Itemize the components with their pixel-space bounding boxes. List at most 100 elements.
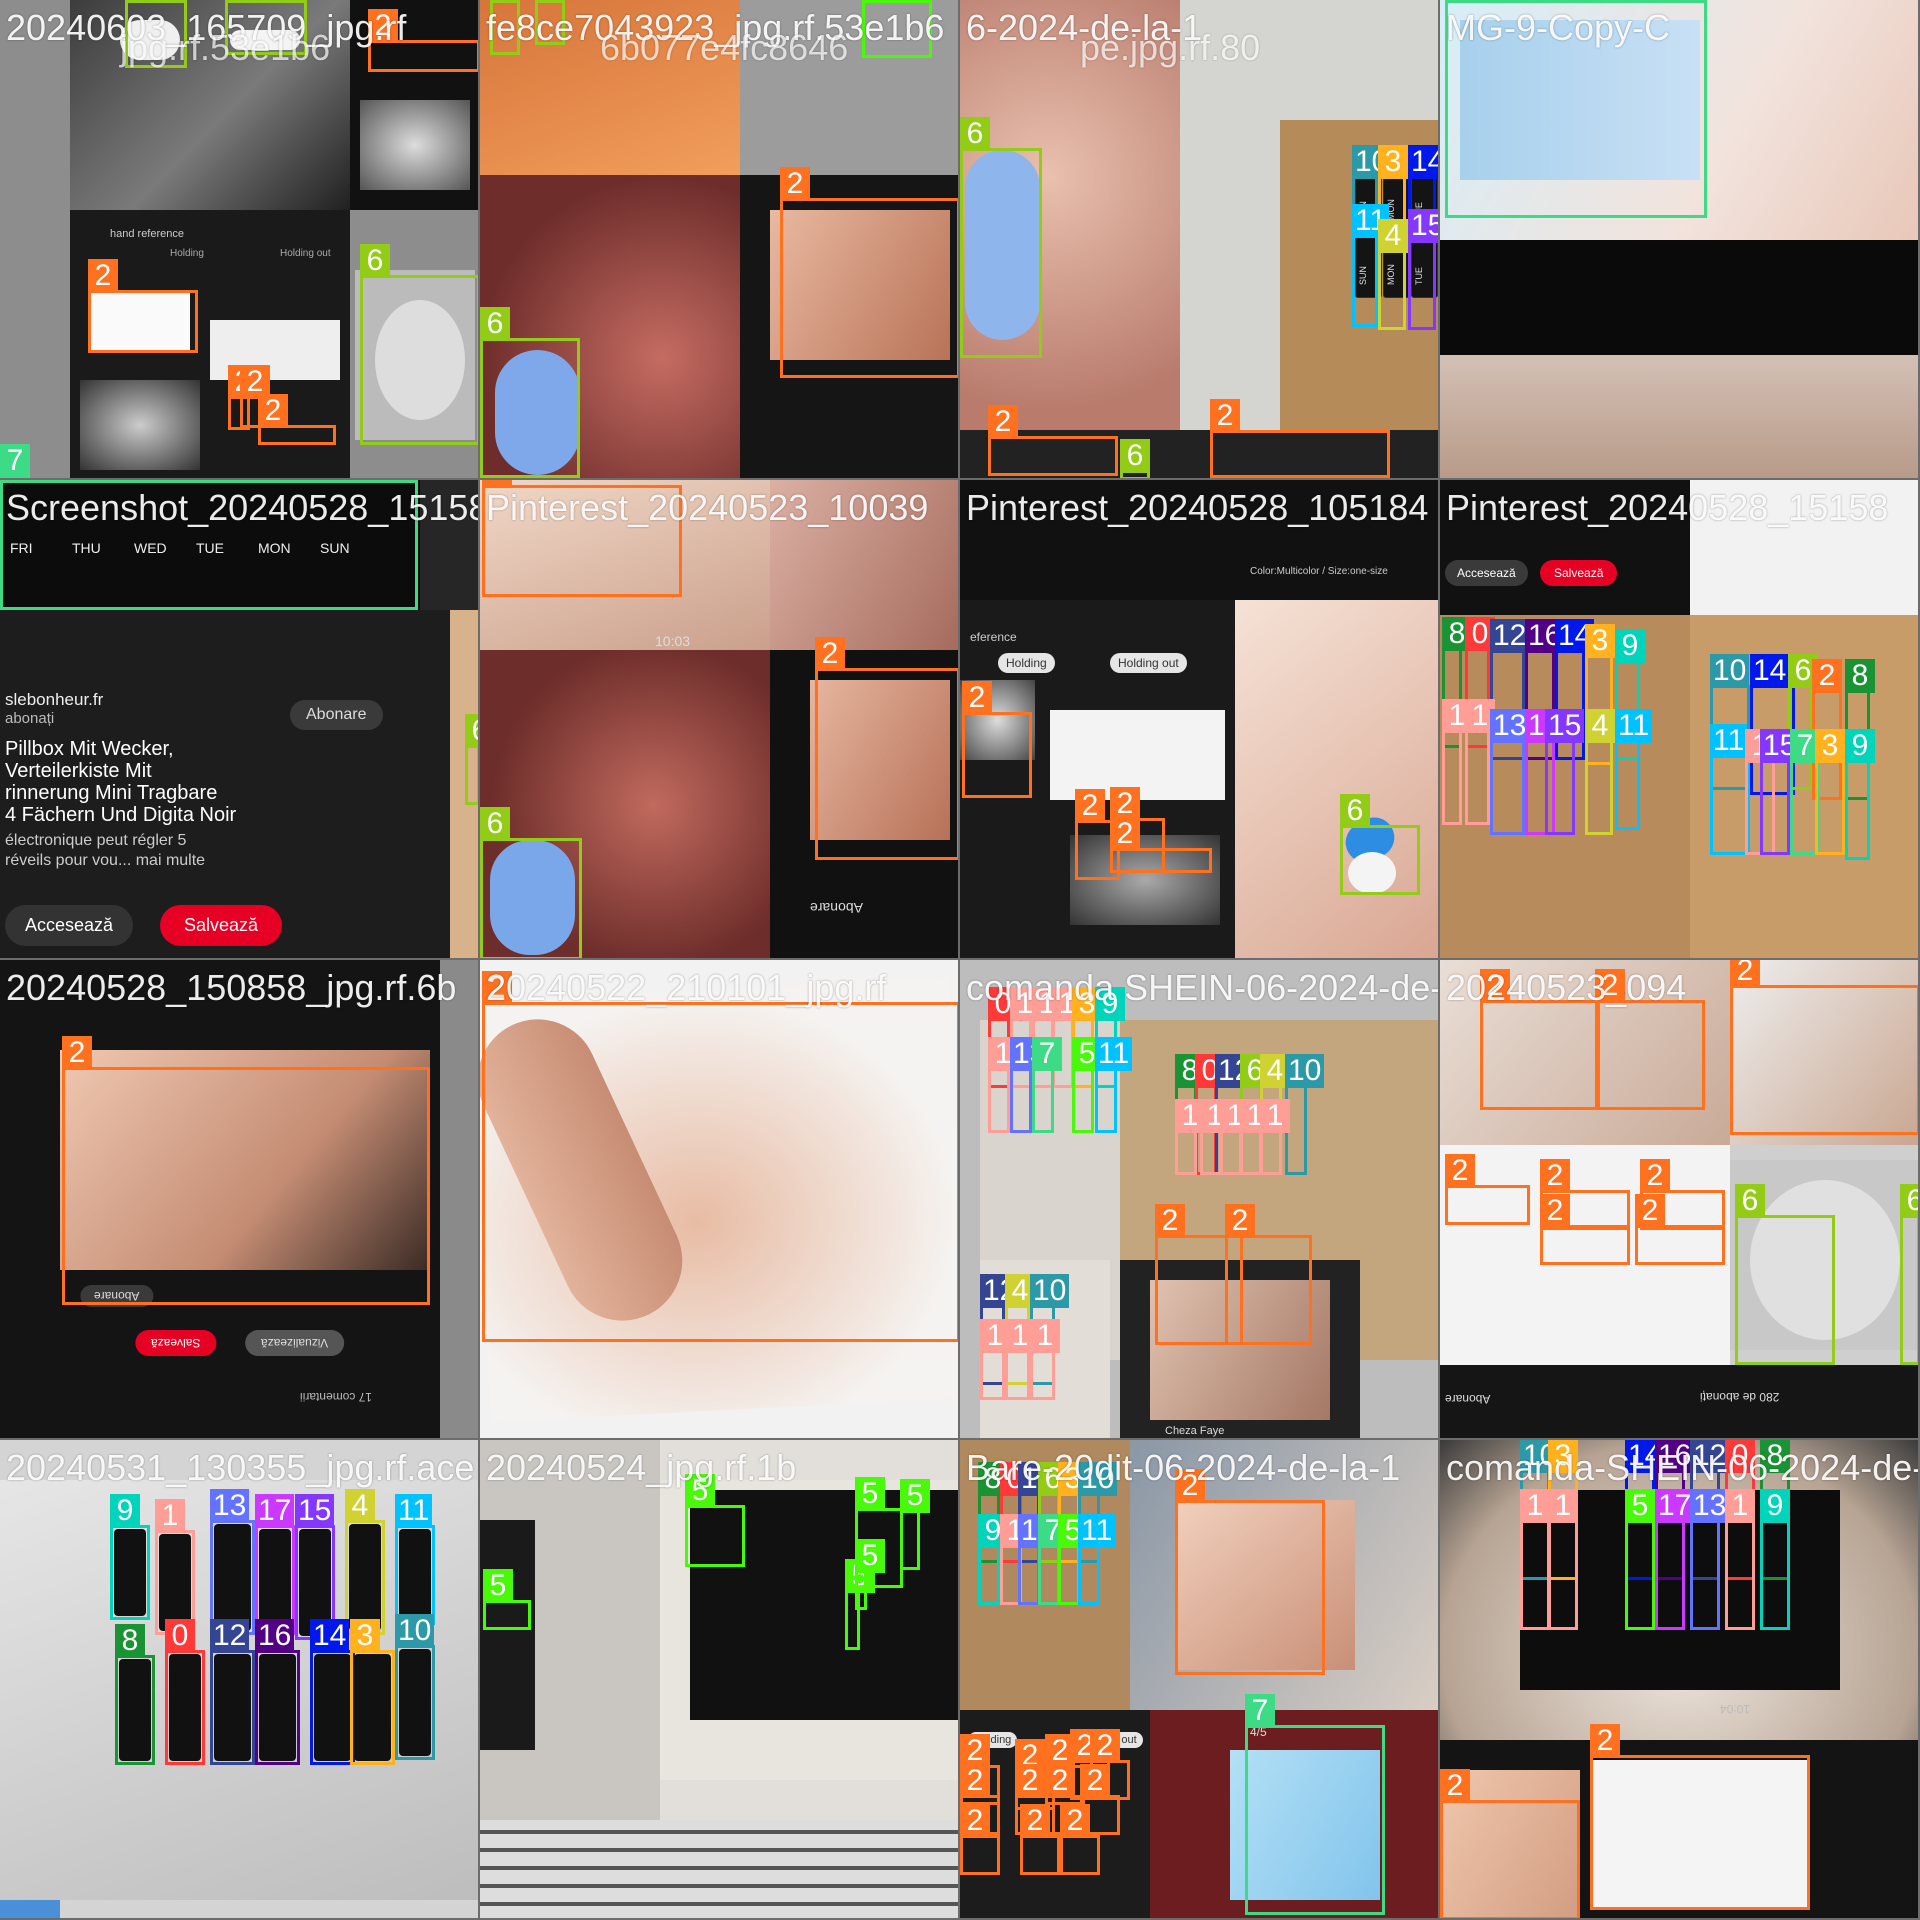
mosaic-tile-15: Bare-20dit-06-2024-de-la-1HoldingHolding… xyxy=(960,1440,1440,1920)
detection-box-class-11: 11 xyxy=(1352,204,1390,327)
phone-top-area xyxy=(960,480,1438,600)
detection-label-class-9: 9 xyxy=(1760,1489,1790,1523)
detection-label-class-2: 2 xyxy=(780,167,810,201)
detection-label-class-12: 12 xyxy=(1690,1440,1730,1473)
pillbox-day-label: TUE xyxy=(196,540,224,556)
detection-box-class-15: 15 xyxy=(1408,209,1438,330)
screen-text: Verteilerkiste Mit xyxy=(5,760,152,782)
detection-box-class-6: 6 xyxy=(480,307,580,478)
detection-box-class-6: 6 xyxy=(1735,1184,1835,1365)
detection-box-class-1: 1 xyxy=(1200,1099,1230,1175)
detection-label-class-2: 2 xyxy=(1210,399,1240,433)
detection-box-class-2: 2 xyxy=(815,637,958,860)
detection-label-class-2: 2 xyxy=(1440,1769,1470,1803)
detection-box-class-1: 1 xyxy=(1520,1489,1550,1630)
white-pill xyxy=(230,30,300,50)
detection-box-class-2: 2 xyxy=(1590,1724,1810,1910)
screen-text: 17 comentarii xyxy=(300,1390,373,1404)
side-photo xyxy=(450,610,478,958)
hand-photo xyxy=(1730,960,1918,1145)
detection-label-class-2: 2 xyxy=(482,480,512,488)
detection-box-class-12: 12 xyxy=(210,1619,255,1765)
detection-box-class-11: 11 xyxy=(1078,1514,1116,1605)
detection-box-class-11: 11 xyxy=(1095,1037,1133,1133)
detection-box-class-2: 2 xyxy=(368,9,478,72)
detection-box-class-1: 1 xyxy=(988,1037,1018,1133)
hand-photo xyxy=(60,1050,430,1270)
detection-box-class-5: 5 xyxy=(483,1569,531,1630)
tile-filename-overlap: 6b077e4fc8646 xyxy=(600,27,849,68)
detection-box-class-2: 2 xyxy=(1445,1154,1530,1225)
detection-label-class-2: 2 xyxy=(1540,1194,1570,1228)
palm-photo xyxy=(770,480,958,650)
detection-label-class-2: 2 xyxy=(1060,1804,1090,1838)
blue-pillbox xyxy=(1460,20,1700,180)
pill-organizer xyxy=(1520,1490,1840,1690)
detection-box-class-6: 6 xyxy=(960,117,1042,358)
detection-box-class-5: 5 xyxy=(900,1479,930,1570)
pillbox-day-label: FRI xyxy=(10,540,33,556)
detection-label-class-14: 14 xyxy=(1408,145,1438,179)
detection-box-class-10: 10 xyxy=(1285,1054,1325,1175)
pill-compartment xyxy=(259,1529,291,1631)
detection-box-class-15: 15 xyxy=(1760,729,1800,855)
detection-box-class-13: 13 xyxy=(1010,1037,1050,1133)
detection-label-class-16: 16 xyxy=(255,1619,295,1653)
detection-label-class-2: 2 xyxy=(1540,1159,1570,1193)
tile-filename-overlap: pe.jpg.rf.80 xyxy=(1080,27,1261,68)
detection-box-class-6: 6 xyxy=(225,0,307,55)
pillbox-day-label: MON xyxy=(258,540,291,556)
detection-label-class-9: 9 xyxy=(1845,729,1875,763)
detection-box-class-9: 9 xyxy=(978,1514,1008,1605)
detection-label-class-2: 2 xyxy=(1075,789,1105,823)
detection-label-class-13: 13 xyxy=(1690,1489,1730,1523)
detection-label-class-3: 3 xyxy=(1548,1440,1578,1473)
screen-text: Pillbox Mit Wecker, xyxy=(5,738,174,760)
detection-box-class-6: 6 xyxy=(1900,1184,1918,1365)
tile-filename: 20240531_130355_jpg.rf.ace xyxy=(6,1447,475,1488)
detection-label-class-6: 6 xyxy=(465,714,478,748)
detection-box-class-3: 3 xyxy=(1815,729,1845,855)
detection-box-class-2: 2 xyxy=(962,681,1032,798)
detection-box-class-6: 6 xyxy=(1340,794,1420,895)
screen-text: Holding out xyxy=(1110,653,1187,673)
tile-filename: Pinterest_20240528_15158 xyxy=(1446,487,1889,528)
screen-text: Salvează xyxy=(1540,560,1618,586)
detection-label-class-7: 7 xyxy=(0,480,30,483)
detection-box-class-1: 1 xyxy=(155,1499,195,1635)
detection-box-class-9: 9 xyxy=(1845,729,1875,860)
detection-label-class-2: 2 xyxy=(240,365,270,399)
blue-object xyxy=(0,1900,60,1918)
detection-box-class-6: 6 xyxy=(125,0,187,68)
screen-text: Abonare xyxy=(810,900,863,916)
detection-label-class-5: 5 xyxy=(483,1569,513,1603)
detection-box-class-2: 2 xyxy=(1060,1804,1100,1875)
detection-box-class-6: 6 xyxy=(1120,439,1150,478)
detection-box-class-2: 2 xyxy=(1020,1804,1060,1875)
detection-label-class-3: 3 xyxy=(1585,624,1615,658)
detection-label-class-4: 4 xyxy=(1378,219,1408,253)
detection-label-class-6: 6 xyxy=(1340,794,1370,828)
screen-text: Cheza Faye xyxy=(1165,1425,1225,1437)
detection-label-class-10: 10 xyxy=(1030,1274,1070,1308)
detection-box-class-9: 9 xyxy=(110,1494,150,1620)
detection-label-class-6: 6 xyxy=(535,0,565,3)
mosaic-tile-5: Screenshot_20240528_15158 FRI THU WED TUE MON… xyxy=(0,480,480,960)
detection-box-class-5: 5 xyxy=(1625,1489,1655,1630)
screen-text: hand reference xyxy=(110,228,184,240)
pill-compartment xyxy=(214,1524,251,1631)
pill-compartment xyxy=(314,1654,351,1761)
mosaic-tile-9: 20240528_150858_jpg.rf.6b Abonare Salvează… xyxy=(0,960,480,1440)
pill-compartment xyxy=(399,1649,431,1756)
pill-organizer xyxy=(690,1490,958,1720)
detection-box-class-5: 5 xyxy=(855,1539,885,1610)
tile-filename: 20240528_150858_jpg.rf.6b xyxy=(6,967,457,1008)
detection-box-class-2: 2 xyxy=(1155,1204,1243,1345)
detection-box-class-7: 7 xyxy=(1245,1694,1385,1915)
detection-label-class-6: 6 xyxy=(480,307,510,341)
pill-compartment xyxy=(399,1529,431,1621)
detection-box-class-7: 7 xyxy=(1032,1037,1062,1133)
app-screen xyxy=(0,610,450,958)
tile-filename: MG-9-Copy-C xyxy=(1446,7,1671,48)
screen-text: Abonare xyxy=(1445,1392,1491,1406)
